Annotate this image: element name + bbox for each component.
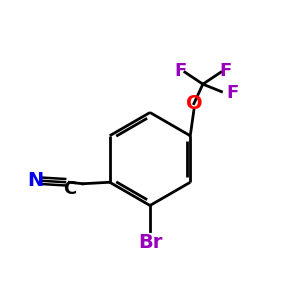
Text: F: F — [227, 84, 239, 102]
Text: F: F — [219, 61, 232, 80]
Text: N: N — [27, 171, 44, 190]
Text: O: O — [186, 94, 202, 113]
Text: C: C — [63, 180, 76, 198]
Text: F: F — [174, 61, 187, 80]
Text: Br: Br — [138, 232, 162, 251]
